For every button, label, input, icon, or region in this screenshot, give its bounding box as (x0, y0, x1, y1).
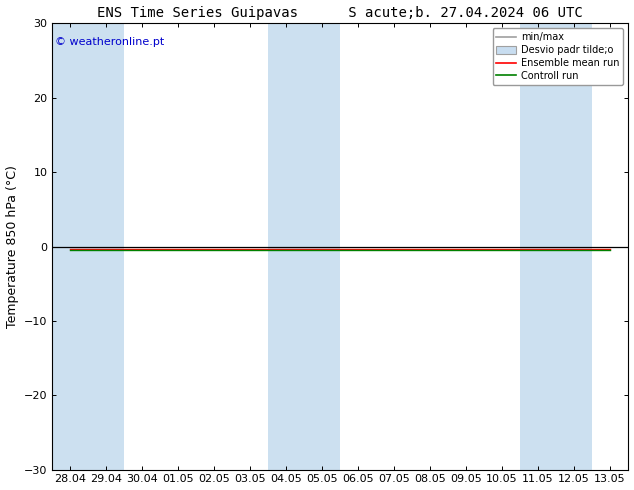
Bar (304, 24, 340, 469)
Text: © weatheronline.pt: © weatheronline.pt (55, 37, 165, 47)
Bar (53, 24, 88, 469)
Bar (268, 24, 304, 469)
Legend: min/max, Desvio padr tilde;o, Ensemble mean run, Controll run: min/max, Desvio padr tilde;o, Ensemble m… (493, 28, 623, 85)
Y-axis label: Temperature 850 hPa (°C): Temperature 850 hPa (°C) (6, 165, 18, 328)
Bar (556, 24, 592, 469)
Bar (88, 24, 124, 469)
Bar (520, 24, 556, 469)
Title: ENS Time Series Guipavas      S acute;b. 27.04.2024 06 UTC: ENS Time Series Guipavas S acute;b. 27.0… (98, 5, 583, 20)
